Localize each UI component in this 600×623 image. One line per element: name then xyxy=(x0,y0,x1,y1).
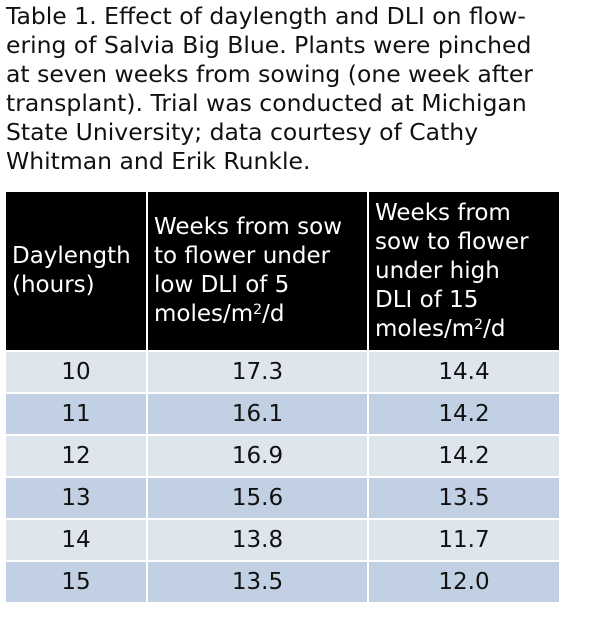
table-row: 11 16.1 14.2 xyxy=(6,392,559,435)
caption-line: ering of Salvia Big Blue. Plants were pi… xyxy=(6,31,532,59)
unit-text: moles/m xyxy=(375,315,475,342)
cell-low-dli: 15.6 xyxy=(147,476,369,519)
caption-line: Table 1. Effect of daylength and DLI on … xyxy=(6,2,526,30)
data-table: Daylength (hours) Weeks from sow to flow… xyxy=(6,192,559,602)
unit-text: moles/m xyxy=(154,301,254,327)
header-line: Weeks from xyxy=(375,199,511,226)
caption-line: State University; data courtesy of Cathy xyxy=(6,118,479,146)
table-row: 10 17.3 14.4 xyxy=(6,350,559,393)
header-line: under high xyxy=(375,257,500,284)
header-line: low DLI of 5 xyxy=(154,272,290,298)
header-line: DLI of 15 xyxy=(375,286,479,313)
cell-low-dli: 13.5 xyxy=(147,560,369,602)
table-body: 10 17.3 14.4 11 16.1 14.2 12 16.9 14.2 1… xyxy=(6,350,559,602)
header-high-dli: Weeks from sow to flower under high DLI … xyxy=(368,192,559,351)
table-header: Daylength (hours) Weeks from sow to flow… xyxy=(6,192,559,351)
cell-low-dli: 16.9 xyxy=(147,434,369,477)
cell-daylength: 13 xyxy=(6,476,148,519)
header-daylength: Daylength (hours) xyxy=(6,192,148,351)
cell-daylength: 10 xyxy=(6,350,148,393)
table-row: 15 13.5 12.0 xyxy=(6,560,559,602)
table-row: 13 15.6 13.5 xyxy=(6,476,559,519)
unit-text: /d xyxy=(483,315,506,342)
header-unit: moles/m2/d xyxy=(375,315,555,344)
unit-text: /d xyxy=(262,301,285,327)
header-line: Weeks from sow xyxy=(154,214,343,240)
unit-superscript: 2 xyxy=(474,316,484,333)
cell-daylength: 12 xyxy=(6,434,148,477)
cell-low-dli: 13.8 xyxy=(147,518,369,561)
cell-high-dli: 13.5 xyxy=(368,476,559,519)
cell-high-dli: 14.4 xyxy=(368,350,559,393)
unit-superscript: 2 xyxy=(253,302,263,318)
header-row: Daylength (hours) Weeks from sow to flow… xyxy=(6,192,559,351)
header-line: to flower under xyxy=(154,243,331,269)
table-caption: Table 1. Effect of daylength and DLI on … xyxy=(6,2,566,176)
cell-daylength: 15 xyxy=(6,560,148,602)
header-low-dli: Weeks from sow to flower under low DLI o… xyxy=(147,192,369,351)
header-line: Daylength xyxy=(12,243,131,269)
header-unit: moles/m2/d xyxy=(154,300,363,329)
caption-line: transplant). Trial was conducted at Mich… xyxy=(6,89,527,117)
table-row: 14 13.8 11.7 xyxy=(6,518,559,561)
cell-high-dli: 11.7 xyxy=(368,518,559,561)
header-line: (hours) xyxy=(12,272,95,298)
cell-high-dli: 14.2 xyxy=(368,434,559,477)
table-row: 12 16.9 14.2 xyxy=(6,434,559,477)
cell-daylength: 11 xyxy=(6,392,148,435)
caption-line: Whitman and Erik Runkle. xyxy=(6,147,311,175)
cell-low-dli: 17.3 xyxy=(147,350,369,393)
header-line: sow to flower xyxy=(375,228,529,255)
cell-low-dli: 16.1 xyxy=(147,392,369,435)
cell-daylength: 14 xyxy=(6,518,148,561)
caption-line: at seven weeks from sowing (one week aft… xyxy=(6,60,533,88)
cell-high-dli: 12.0 xyxy=(368,560,559,602)
cell-high-dli: 14.2 xyxy=(368,392,559,435)
